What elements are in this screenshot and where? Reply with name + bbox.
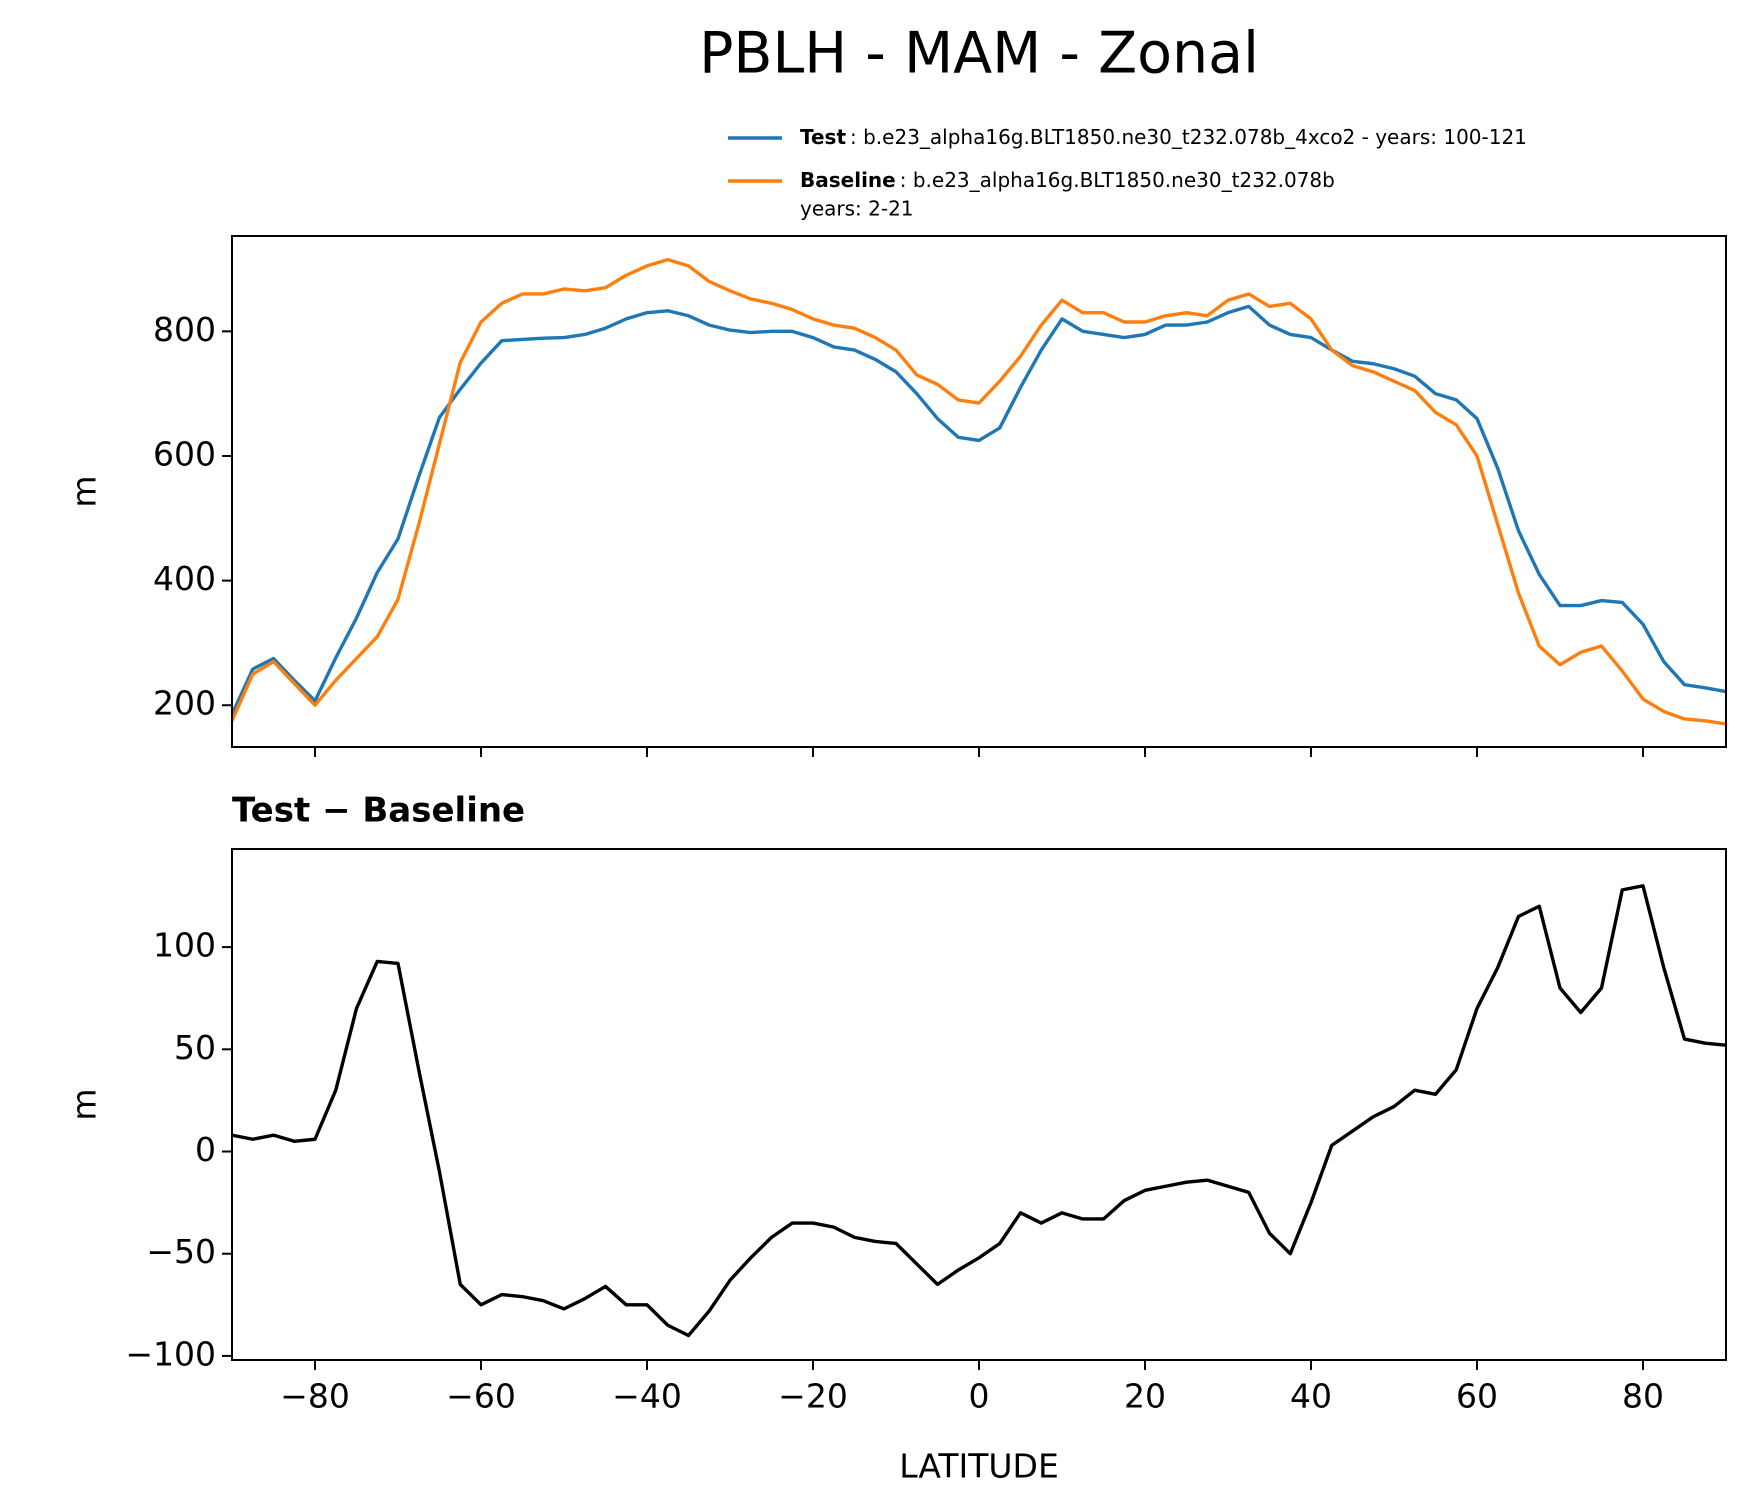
y-axis-label: m <box>65 475 104 507</box>
axes-frame <box>231 848 1727 1361</box>
legend-description: : b.e23_alpha16g.BLT1850.ne30_t232.078b_… <box>850 125 1527 149</box>
legend-label: Baseline: b.e23_alpha16g.BLT1850.ne30_t2… <box>800 168 1335 192</box>
x-tick-label: 40 <box>1290 1377 1332 1416</box>
y-tick-label: −100 <box>125 1334 216 1373</box>
x-tick-label: −60 <box>446 1377 516 1416</box>
axes-frame <box>231 235 1727 748</box>
line-series <box>232 884 1726 1338</box>
legend-label: Test: b.e23_alpha16g.BLT1850.ne30_t232.0… <box>800 125 1527 149</box>
axes-title: Test − Baseline <box>232 791 525 831</box>
legend-description: : b.e23_alpha16g.BLT1850.ne30_t232.078b <box>900 168 1335 192</box>
legend-name: Test <box>800 125 846 149</box>
y-tick-label: 50 <box>174 1028 216 1067</box>
x-axis-label: LATITUDE <box>899 1447 1059 1486</box>
y-tick-label: 0 <box>195 1130 216 1169</box>
x-tick-label: −40 <box>612 1377 682 1416</box>
y-tick-label: 100 <box>153 926 216 965</box>
x-tick-label: 60 <box>1456 1377 1498 1416</box>
y-tick-label: 400 <box>153 559 216 598</box>
x-tick-label: 80 <box>1622 1377 1664 1416</box>
line-series <box>232 304 1726 716</box>
y-tick-label: 800 <box>153 310 216 349</box>
y-tick-label: 200 <box>153 684 216 723</box>
legend-description: years: 2-21 <box>800 197 914 221</box>
legend-name: Baseline <box>800 168 896 192</box>
x-tick-label: 0 <box>969 1377 990 1416</box>
line-series <box>232 257 1726 726</box>
x-tick-label: 20 <box>1124 1377 1166 1416</box>
figure-title: PBLH - MAM - Zonal <box>699 21 1259 87</box>
y-tick-label: 600 <box>153 434 216 473</box>
y-tick-label: −50 <box>146 1232 216 1271</box>
y-axis-label: m <box>65 1088 104 1120</box>
x-tick-label: −80 <box>280 1377 350 1416</box>
x-tick-label: −20 <box>778 1377 848 1416</box>
